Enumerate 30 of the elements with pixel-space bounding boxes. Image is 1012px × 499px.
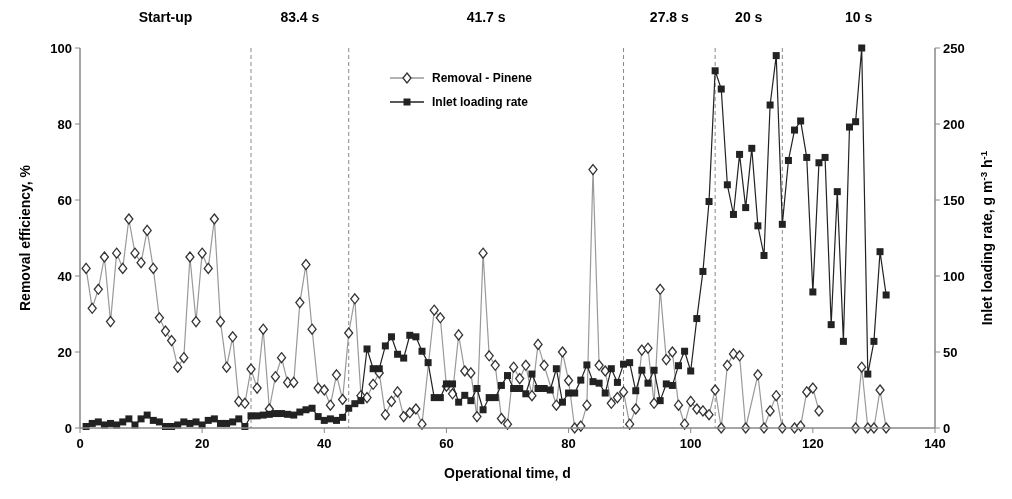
x-axis-title: Operational time, d [444, 465, 571, 481]
y-tick-label: 0 [64, 420, 72, 436]
y2-tick-label: 250 [943, 40, 965, 56]
text: 27.8 s [649, 9, 690, 25]
x-tick-label: 100 [679, 436, 702, 451]
x-tick-label: 60 [439, 436, 454, 451]
x-tick-label: 140 [924, 436, 946, 451]
y-tick-label: 40 [57, 268, 72, 284]
y-tick-label: 100 [50, 40, 72, 56]
text: 83.4 s [280, 9, 320, 25]
y2-tick-label: 100 [943, 268, 965, 284]
y-tick-label: 80 [57, 116, 72, 132]
legend-label: Removal - Pinene [432, 71, 533, 86]
y2-tick-label: 200 [943, 116, 965, 132]
text: Start-up [138, 9, 193, 25]
x-tick-label: 0 [76, 436, 84, 451]
x-tick-label: 20 [194, 436, 210, 451]
x-tick-label: 80 [561, 436, 576, 451]
text: 20 s [735, 9, 763, 25]
x-tick-label: 120 [802, 436, 824, 451]
legend-label: Inlet loading rate [432, 95, 529, 110]
y-tick-label: 20 [57, 344, 72, 360]
text: 10 s [845, 9, 873, 25]
y2-tick-label: 150 [943, 192, 965, 208]
x-tick-label: 40 [317, 436, 332, 451]
y2-tick-label: 50 [943, 344, 958, 360]
text: 41.7 s [466, 9, 506, 25]
y-tick-label: 60 [57, 192, 72, 208]
y-axis-title: Removal efficiency, % [17, 164, 33, 312]
y2-tick-label: 0 [943, 420, 951, 436]
